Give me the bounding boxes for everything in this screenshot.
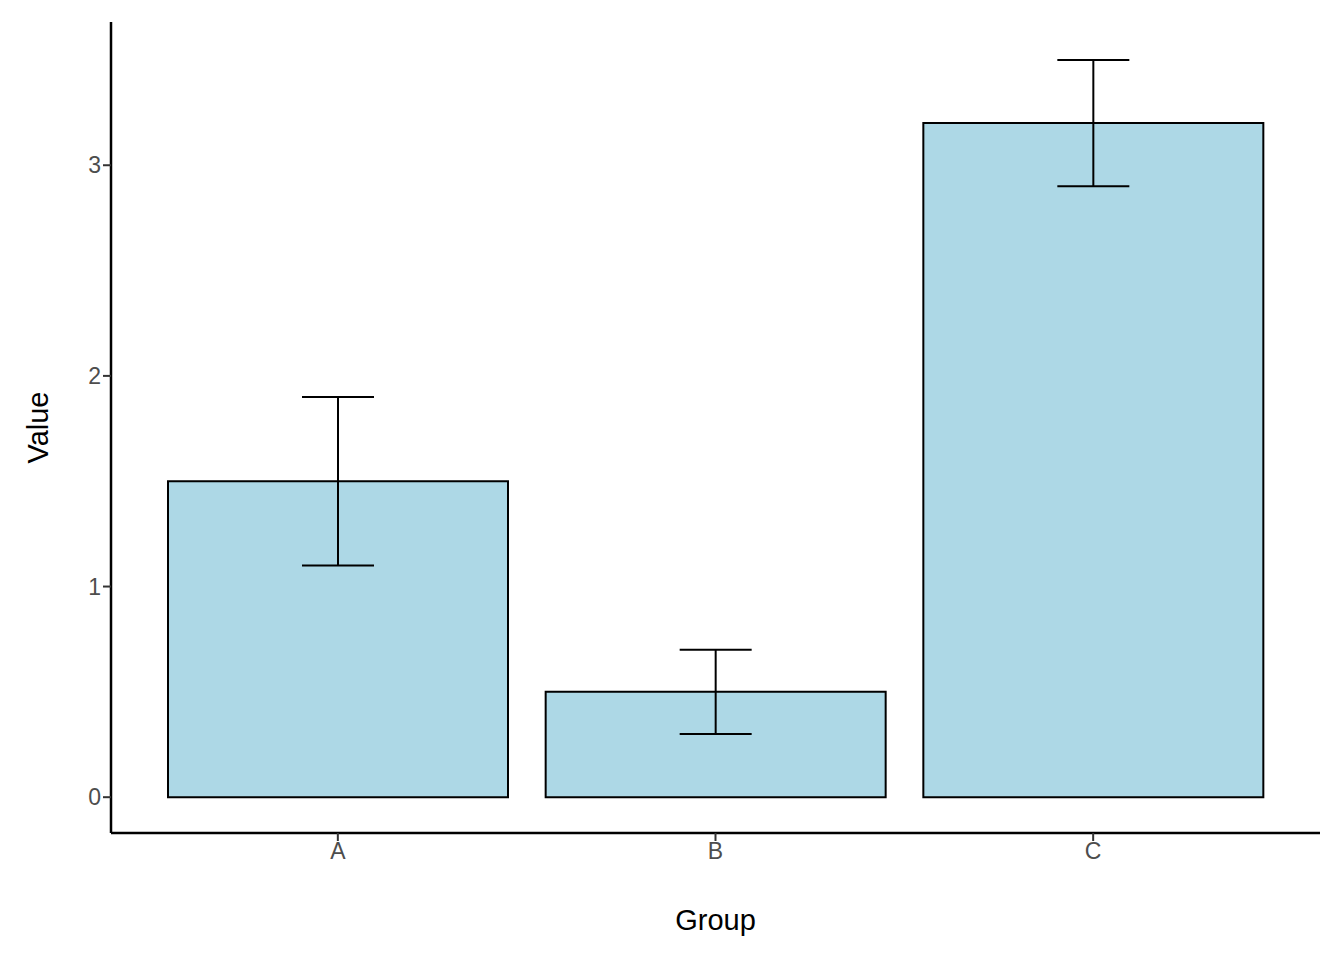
svg-text:Value: Value: [22, 391, 54, 463]
svg-text:Group: Group: [675, 904, 756, 936]
svg-text:B: B: [708, 838, 723, 864]
svg-text:3: 3: [88, 152, 101, 178]
svg-text:A: A: [330, 838, 346, 864]
svg-text:2: 2: [88, 363, 101, 389]
svg-text:C: C: [1085, 838, 1102, 864]
svg-text:1: 1: [88, 574, 101, 600]
svg-text:0: 0: [88, 784, 101, 810]
